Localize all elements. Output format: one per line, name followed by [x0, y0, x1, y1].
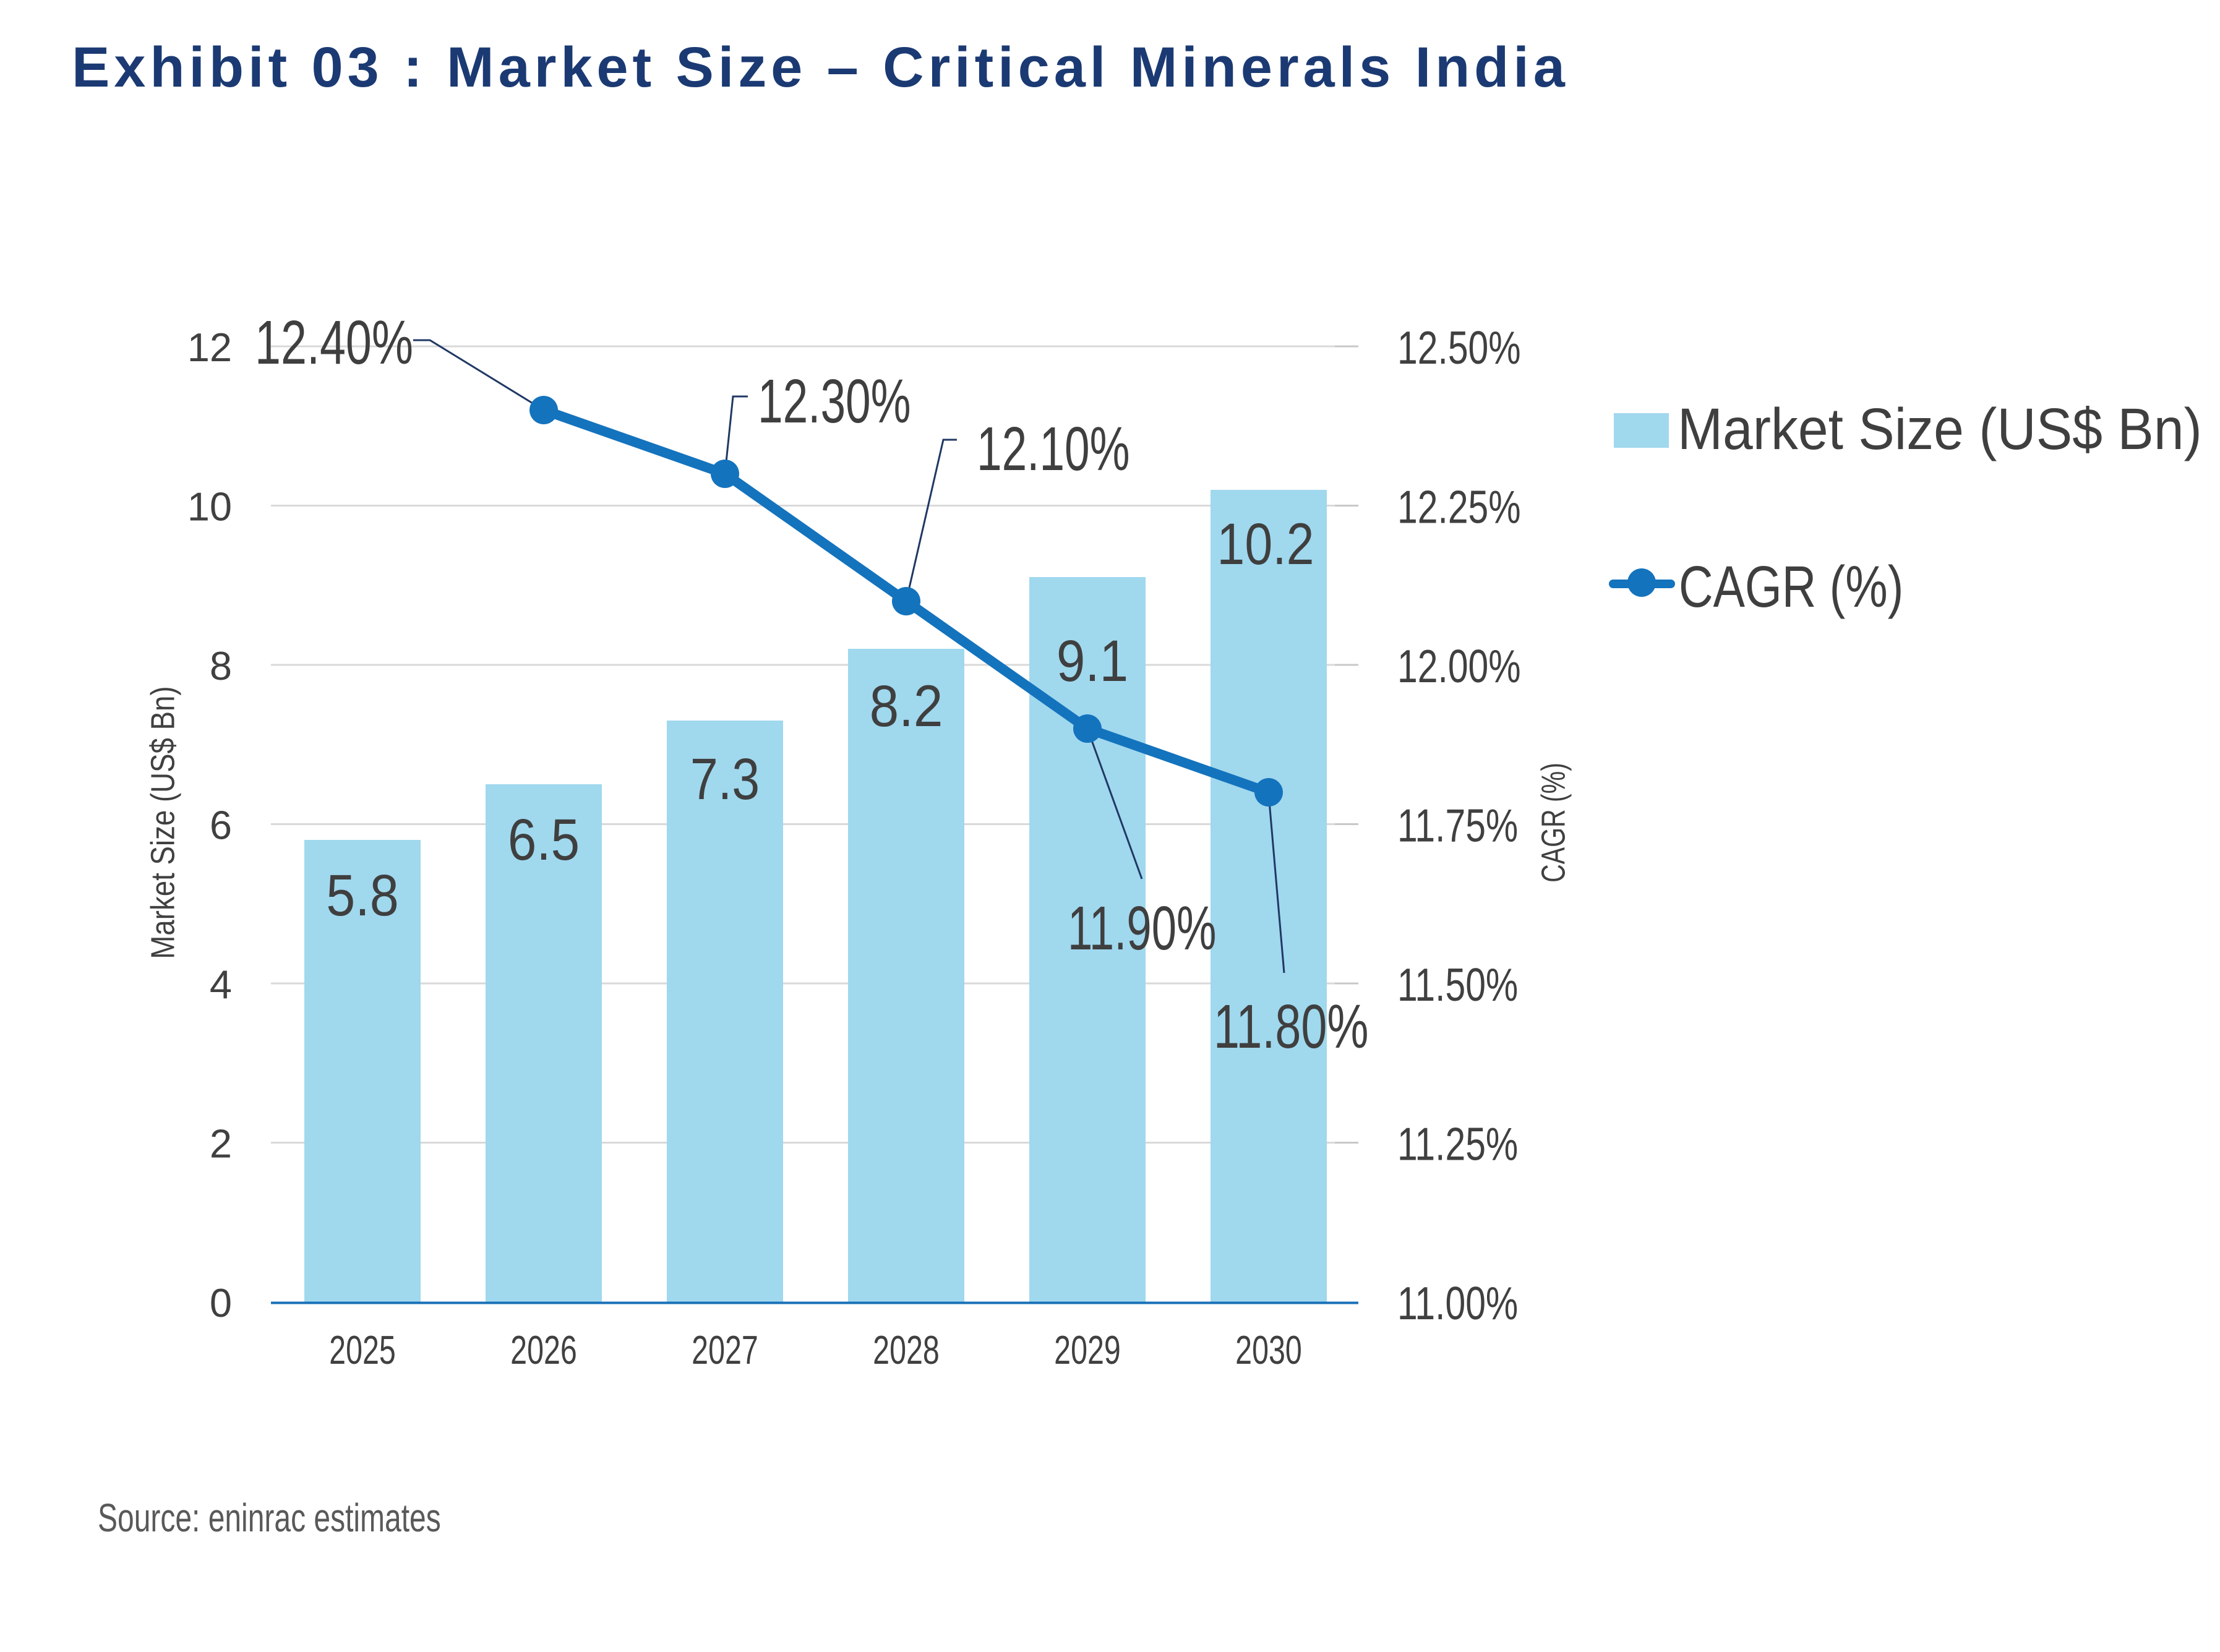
svg-text:2027: 2027 [692, 1328, 758, 1373]
svg-text:9.1: 9.1 [1056, 628, 1128, 693]
svg-text:2028: 2028 [873, 1328, 940, 1373]
svg-text:12.00%: 12.00% [1397, 641, 1521, 692]
svg-text:Source: eninrac estimates: Source: eninrac estimates [98, 1496, 441, 1539]
svg-text:Market Size (US$ Bn): Market Size (US$ Bn) [144, 686, 181, 959]
svg-text:2029: 2029 [1054, 1328, 1121, 1373]
svg-text:2025: 2025 [329, 1328, 396, 1373]
svg-text:12.10%: 12.10% [977, 414, 1130, 484]
svg-text:Market Size (US$ Bn): Market Size (US$ Bn) [1678, 396, 2202, 462]
svg-text:12.30%: 12.30% [758, 367, 911, 436]
svg-text:CAGR (%): CAGR (%) [1535, 763, 1572, 883]
svg-text:12.25%: 12.25% [1397, 482, 1521, 533]
svg-text:11.75%: 11.75% [1397, 800, 1518, 852]
svg-text:CAGR (%): CAGR (%) [1679, 554, 1903, 619]
svg-text:6: 6 [210, 803, 232, 848]
svg-text:12: 12 [187, 325, 232, 370]
svg-text:2026: 2026 [510, 1328, 577, 1373]
svg-text:12.40%: 12.40% [255, 308, 413, 377]
svg-text:2030: 2030 [1235, 1328, 1302, 1373]
svg-text:11.90%: 11.90% [1068, 894, 1216, 963]
svg-text:11.80%: 11.80% [1214, 992, 1368, 1061]
svg-text:5.8: 5.8 [326, 863, 399, 928]
svg-text:8: 8 [210, 643, 232, 688]
svg-text:4: 4 [210, 962, 232, 1007]
svg-text:0: 0 [210, 1280, 232, 1325]
svg-text:6.5: 6.5 [508, 807, 580, 872]
svg-text:Exhibit 03 : Market Size – Cri: Exhibit 03 : Market Size – Critical Mine… [72, 36, 1569, 99]
svg-text:12.50%: 12.50% [1397, 322, 1521, 374]
svg-text:7.3: 7.3 [690, 746, 760, 812]
svg-text:11.25%: 11.25% [1397, 1119, 1518, 1170]
svg-text:11.50%: 11.50% [1397, 959, 1518, 1011]
svg-text:10: 10 [187, 484, 232, 529]
svg-text:8.2: 8.2 [870, 674, 943, 739]
svg-text:11.00%: 11.00% [1397, 1278, 1518, 1329]
svg-text:2: 2 [210, 1121, 232, 1166]
svg-text:10.2: 10.2 [1217, 511, 1314, 577]
